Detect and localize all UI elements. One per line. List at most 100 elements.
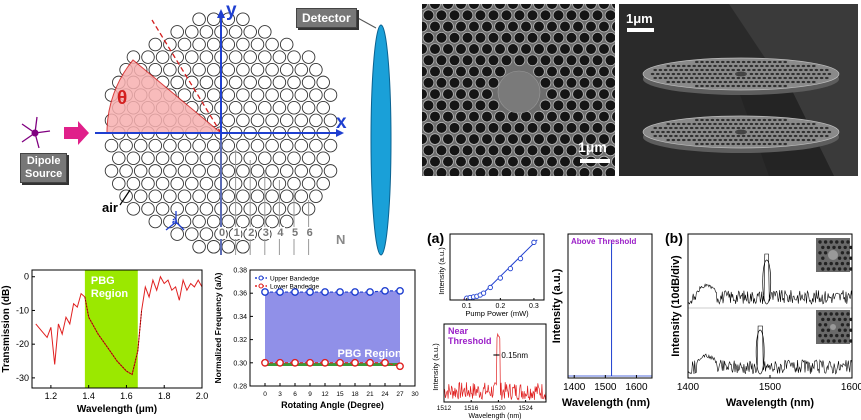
sem-disk-hole bbox=[676, 80, 681, 84]
sem-hole bbox=[598, 43, 610, 55]
angle-line bbox=[151, 19, 222, 134]
sem-disk-hole bbox=[767, 126, 772, 130]
sem-disk-hole bbox=[788, 68, 793, 72]
sem-disk-hole bbox=[775, 64, 780, 68]
sem-disk-hole bbox=[760, 80, 764, 84]
sem-disk-hole bbox=[718, 72, 722, 76]
sem-hole bbox=[565, 99, 578, 112]
spectrum-lower bbox=[687, 325, 853, 375]
sem-disk-hole bbox=[741, 118, 746, 122]
sem-hole bbox=[604, 77, 615, 89]
sem-top-scale-label: 1μm bbox=[578, 139, 607, 155]
air-hole bbox=[265, 88, 279, 102]
sem-hole bbox=[468, 155, 480, 168]
sem-disk-hole bbox=[765, 138, 769, 142]
sem-disk-hole bbox=[804, 134, 808, 138]
sem-disk-hole bbox=[731, 84, 735, 88]
air-hole bbox=[206, 88, 221, 102]
sem-hole bbox=[494, 110, 506, 123]
air-hole bbox=[316, 100, 330, 115]
sem-inset-hole bbox=[840, 333, 845, 338]
air-hole bbox=[294, 138, 309, 153]
y-tick-label: 0.28 bbox=[233, 384, 247, 391]
bandedge-chart: PBG Region 0 3 6 9 12 15 18 21 24 27 30 0.28 0.30 0.32… bbox=[213, 268, 419, 411]
sem-hole bbox=[546, 155, 558, 168]
sem-disk-hole bbox=[721, 142, 725, 146]
sem-disk-hole bbox=[765, 72, 769, 76]
sem-disk-hole bbox=[692, 72, 696, 76]
sem-disk-hole bbox=[741, 126, 746, 130]
sem-tilted-scale-bar bbox=[627, 28, 654, 32]
sem-disk-hole bbox=[715, 68, 720, 72]
sem-hole bbox=[468, 133, 480, 145]
sem-disk-hole bbox=[801, 122, 806, 126]
sem-disk-hole bbox=[770, 64, 774, 68]
air-hole bbox=[294, 88, 309, 102]
air-hole bbox=[206, 189, 221, 203]
sem-disk-hole bbox=[718, 138, 722, 142]
sem-disk-hole bbox=[773, 118, 777, 122]
sem-hole bbox=[448, 54, 461, 67]
sem-disk-hole bbox=[788, 134, 793, 138]
sem-hole bbox=[539, 144, 552, 157]
legend-label: Upper Bandedge bbox=[270, 276, 320, 283]
sem-disk-hole bbox=[812, 80, 816, 84]
sem-hole bbox=[578, 9, 591, 22]
pbg-region-fill bbox=[84, 270, 138, 388]
air-hole bbox=[250, 63, 265, 77]
x-tick-label: 1.4 bbox=[82, 391, 95, 401]
sem-disk-hole bbox=[770, 80, 774, 84]
sem-disk-hole bbox=[775, 122, 780, 126]
sem-hole bbox=[448, 144, 461, 157]
sem-hole bbox=[455, 133, 467, 145]
lower-bandedge-point bbox=[276, 358, 284, 367]
sem-disk-hole bbox=[682, 130, 686, 134]
sem-hole bbox=[461, 31, 474, 44]
air-hole bbox=[177, 189, 192, 203]
air-hole bbox=[148, 37, 163, 52]
sem-disk-hole bbox=[715, 118, 720, 122]
sem-hole bbox=[565, 144, 578, 157]
sem-tilted-scale-label: 1μm bbox=[626, 11, 653, 26]
sem-hole bbox=[468, 110, 480, 123]
panel-b-label: (b) bbox=[665, 230, 683, 246]
air-hole bbox=[272, 100, 287, 115]
sem-disk-hole bbox=[809, 68, 813, 72]
sem-disk-hole bbox=[778, 126, 782, 130]
sem-hole bbox=[513, 144, 526, 157]
sem-hole bbox=[520, 155, 532, 168]
sem-disk-hole bbox=[684, 126, 689, 130]
x-tick-label: 0.1 bbox=[462, 303, 472, 310]
sem-disk-hole bbox=[689, 76, 694, 80]
sem-inset-hole bbox=[843, 256, 847, 260]
sem-hole bbox=[611, 66, 615, 77]
ring-number: 1 bbox=[232, 227, 241, 239]
sem-disk-hole bbox=[671, 138, 676, 142]
sem-hole bbox=[546, 88, 558, 100]
air-hole bbox=[148, 189, 163, 203]
sem-disk-hole bbox=[757, 126, 761, 130]
y-tick-label: -10 bbox=[16, 305, 29, 315]
sem-disk-hole bbox=[715, 84, 720, 88]
air-hole bbox=[265, 113, 279, 128]
sem-disk-hole bbox=[650, 72, 655, 76]
sem-disk-hole bbox=[819, 126, 824, 130]
sem-disk-hole bbox=[799, 126, 803, 130]
sem-hole bbox=[435, 9, 448, 22]
air-hole bbox=[294, 189, 309, 203]
sem-hole bbox=[422, 88, 428, 100]
sem-hole bbox=[591, 77, 604, 89]
sem-hole bbox=[487, 167, 500, 176]
sem-disk-hole bbox=[767, 134, 772, 138]
sem-disk-hole bbox=[702, 130, 707, 134]
sem-disk-hole bbox=[780, 80, 785, 84]
sem-hole bbox=[572, 65, 584, 78]
sem-disk-hole bbox=[676, 72, 681, 76]
sem-disk-hole bbox=[801, 80, 806, 84]
sem-hole bbox=[546, 20, 558, 33]
sem-disk-hole bbox=[682, 138, 686, 142]
x-tick-label: 30 bbox=[411, 391, 419, 398]
sem-disk-hole bbox=[825, 134, 829, 138]
sem-disk-hole bbox=[799, 68, 803, 72]
sem-disk-hole bbox=[770, 138, 774, 142]
